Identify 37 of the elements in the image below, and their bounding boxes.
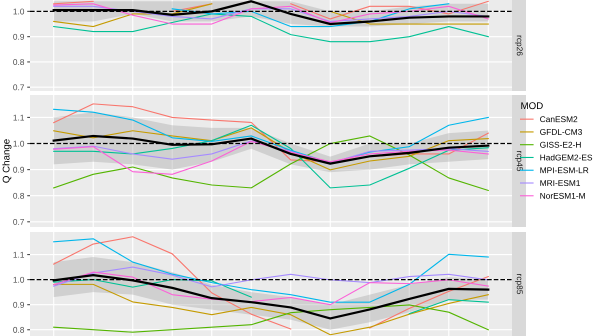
y-tick-label: 1.1 (13, 114, 24, 120)
legend-title: MOD (521, 102, 543, 110)
line-series (53, 304, 489, 333)
text: rcp85 (515, 274, 523, 294)
line-series (172, 3, 450, 28)
y-tick-label: 0.7 (13, 84, 24, 90)
legend-label: MPI-ESM-LR (540, 167, 588, 174)
y-tick-label: 0.9 (13, 34, 24, 40)
y-tick-label: 0.7 (13, 218, 24, 225)
line-series (53, 284, 489, 336)
line-series (53, 272, 489, 306)
y-tick-label: 0.8 (13, 192, 24, 199)
line-series (53, 135, 489, 192)
y-tick-label: 1.0 (13, 8, 24, 14)
line-series (53, 266, 489, 288)
line-series (53, 127, 489, 170)
legend-label: GISS-E2-H (540, 142, 581, 148)
legend-label: CanESM2 (540, 116, 578, 122)
line-series (53, 140, 489, 164)
legend-label: NorESM1-M (540, 192, 585, 199)
legend-label: HadGEM2-ES (540, 154, 592, 160)
text: rcp45 (515, 151, 523, 172)
line-series (53, 13, 489, 42)
y-tick-label: 1.0 (13, 276, 24, 283)
legend-label: GFDL-CM3 (540, 129, 582, 135)
y-tick-label: 1.0 (13, 140, 24, 147)
y-tick-label: 0.8 (13, 326, 24, 333)
y-tick-label: 0.8 (13, 59, 24, 66)
text: rcp26 (515, 36, 523, 56)
y-tick-label: 0.9 (13, 166, 24, 173)
line-series (53, 238, 489, 303)
y-tick-label: 1.1 (13, 252, 24, 258)
legend-label: MRI-ESM1 (540, 180, 580, 186)
line-series (53, 140, 489, 175)
y-axis-title: Q Change (2, 139, 12, 183)
y-tick-label: 0.9 (13, 302, 24, 308)
line-series (53, 124, 489, 188)
